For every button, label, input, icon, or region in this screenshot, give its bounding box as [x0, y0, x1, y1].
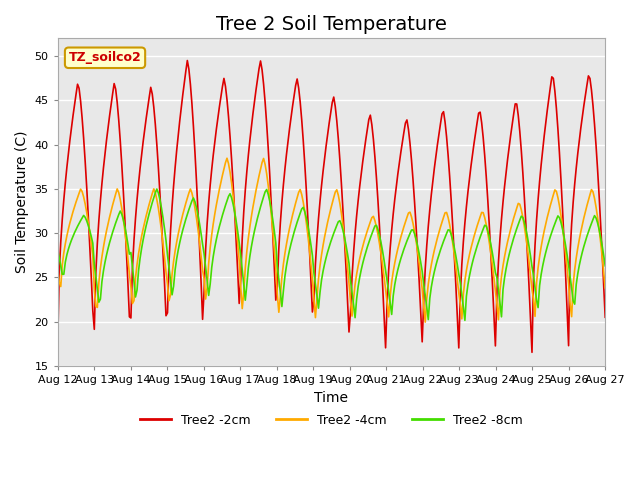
Legend: Tree2 -2cm, Tree2 -4cm, Tree2 -8cm: Tree2 -2cm, Tree2 -4cm, Tree2 -8cm — [135, 409, 528, 432]
Y-axis label: Soil Temperature (C): Soil Temperature (C) — [15, 131, 29, 274]
Tree2 -2cm — [54, 341, 61, 347]
Tree2 -8cm — [237, 252, 244, 258]
Tree2 -4cm — [121, 228, 129, 234]
Tree2 -8cm — [246, 253, 253, 259]
Tree2 -8cm — [461, 317, 468, 323]
Tree2 -2cm — [184, 58, 191, 63]
Tree2 -4cm — [421, 319, 429, 325]
Tree2 -8cm — [602, 263, 609, 269]
Tree2 -2cm — [528, 349, 536, 355]
X-axis label: Time: Time — [314, 391, 348, 405]
Line: Tree2 -8cm: Tree2 -8cm — [58, 189, 605, 320]
Tree2 -2cm — [295, 85, 303, 91]
Tree2 -8cm — [54, 247, 61, 252]
Text: TZ_soilco2: TZ_soilco2 — [68, 51, 141, 64]
Tree2 -4cm — [217, 180, 225, 185]
Tree2 -8cm — [121, 224, 129, 229]
Tree2 -8cm — [219, 213, 227, 218]
Tree2 -4cm — [295, 190, 303, 195]
Tree2 -4cm — [246, 224, 253, 229]
Tree2 -4cm — [223, 156, 231, 161]
Tree2 -8cm — [153, 186, 161, 192]
Title: Tree 2 Soil Temperature: Tree 2 Soil Temperature — [216, 15, 447, 34]
Tree2 -4cm — [54, 265, 61, 271]
Tree2 -4cm — [602, 285, 609, 291]
Line: Tree2 -2cm: Tree2 -2cm — [58, 60, 605, 352]
Tree2 -2cm — [237, 277, 244, 283]
Tree2 -8cm — [574, 271, 582, 277]
Tree2 -2cm — [246, 138, 253, 144]
Tree2 -2cm — [574, 151, 582, 156]
Tree2 -8cm — [295, 215, 303, 220]
Line: Tree2 -4cm: Tree2 -4cm — [58, 158, 605, 322]
Tree2 -2cm — [121, 216, 129, 222]
Tree2 -2cm — [602, 314, 609, 320]
Tree2 -4cm — [574, 245, 582, 251]
Tree2 -4cm — [237, 284, 244, 290]
Tree2 -2cm — [219, 84, 227, 90]
